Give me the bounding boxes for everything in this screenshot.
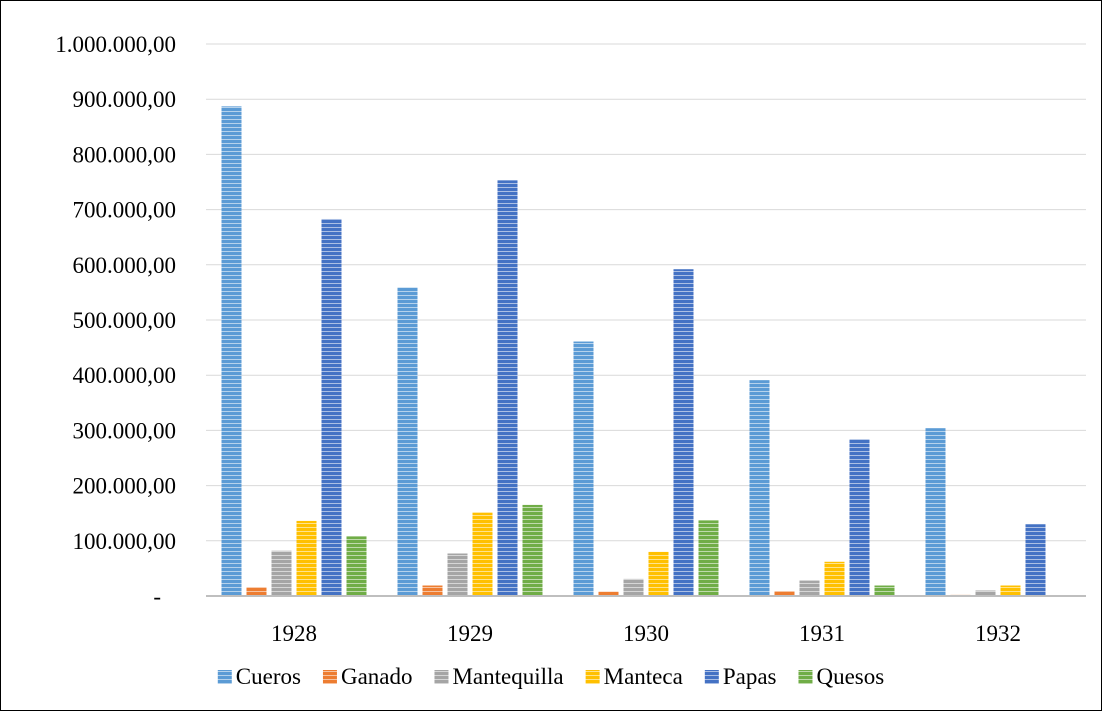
bar-quesos-1931 <box>874 585 895 596</box>
bar-ganado-1930 <box>598 591 619 596</box>
y-tick-label: 1.000.000,00 <box>55 32 176 57</box>
legend-label: Papas <box>723 664 777 689</box>
bar-ganado-1929 <box>422 585 443 596</box>
bar-manteca-1932 <box>1000 585 1021 596</box>
y-tick-label: 500.000,00 <box>73 308 177 333</box>
bar-cueros-1928 <box>221 106 242 596</box>
bar-quesos-1929 <box>522 504 543 596</box>
bar-papas-1928 <box>321 218 342 596</box>
bar-cueros-1932 <box>925 428 946 596</box>
y-tick-label: 700.000,00 <box>73 198 177 223</box>
legend-label: Ganado <box>341 664 413 689</box>
x-tick-label: 1929 <box>447 621 493 646</box>
legend-swatch <box>798 670 813 684</box>
x-tick-label: 1932 <box>975 621 1021 646</box>
bar-manteca-1930 <box>648 551 669 596</box>
bar-ganado-1928 <box>246 587 267 596</box>
axes: - 100.000,00 200.000,00 300.000,00 400.000,0… <box>55 32 1086 646</box>
bar-cueros-1931 <box>749 380 770 596</box>
bar-papas-1932 <box>1025 524 1046 596</box>
legend-item-quesos: Quesos <box>798 664 884 689</box>
y-tick-label: - <box>153 584 161 609</box>
legend-swatch <box>585 670 600 684</box>
bar-quesos-1930 <box>698 520 719 596</box>
bar-manteca-1928 <box>296 520 317 596</box>
bar-mantequilla-1931 <box>799 580 820 596</box>
bar-mantequilla-1929 <box>447 553 468 596</box>
bar-mantequilla-1930 <box>623 578 644 596</box>
legend-item-manteca: Manteca <box>585 664 683 689</box>
legend-item-cueros: Cueros <box>217 664 301 689</box>
bar-papas-1930 <box>673 269 694 596</box>
legend-swatch <box>434 670 449 684</box>
bar-ganado-1931 <box>774 591 795 596</box>
legend-label: Manteca <box>604 664 683 689</box>
legend-item-mantequilla: Mantequilla <box>434 664 564 689</box>
legend-swatch <box>704 670 719 684</box>
gridlines <box>206 43 1086 542</box>
bar-cueros-1930 <box>573 341 594 596</box>
x-tick-label: 1928 <box>271 621 317 646</box>
y-tick-label: 400.000,00 <box>73 363 177 388</box>
legend-label: Mantequilla <box>452 664 563 689</box>
y-tick-label: 900.000,00 <box>73 87 177 112</box>
bar-mantequilla-1932 <box>975 590 996 596</box>
bar-papas-1931 <box>849 439 870 596</box>
x-tick-label: 1931 <box>799 621 845 646</box>
legend-item-papas: Papas <box>704 664 777 689</box>
x-tick-label: 1930 <box>623 621 669 646</box>
y-tick-label: 300.000,00 <box>73 418 177 443</box>
legend-item-ganado: Ganado <box>322 664 413 689</box>
y-tick-label: 800.000,00 <box>73 142 177 167</box>
legend-label: Cueros <box>236 664 301 689</box>
y-tick-label: 100.000,00 <box>73 529 177 554</box>
bar-manteca-1929 <box>472 512 493 596</box>
y-tick-label: 200.000,00 <box>73 474 177 499</box>
bar-mantequilla-1928 <box>271 550 292 596</box>
bars <box>221 106 1046 596</box>
legend-swatch <box>322 670 337 684</box>
y-tick-label: 600.000,00 <box>73 253 177 278</box>
bar-manteca-1931 <box>824 561 845 596</box>
bar-quesos-1928 <box>346 536 367 596</box>
bar-papas-1929 <box>497 180 518 596</box>
legend-label: Quesos <box>816 664 884 689</box>
legend-swatch <box>217 670 232 684</box>
legend: Cueros Ganado Mantequilla Manteca Papas Queso… <box>217 664 884 689</box>
bar-cueros-1929 <box>397 287 418 596</box>
